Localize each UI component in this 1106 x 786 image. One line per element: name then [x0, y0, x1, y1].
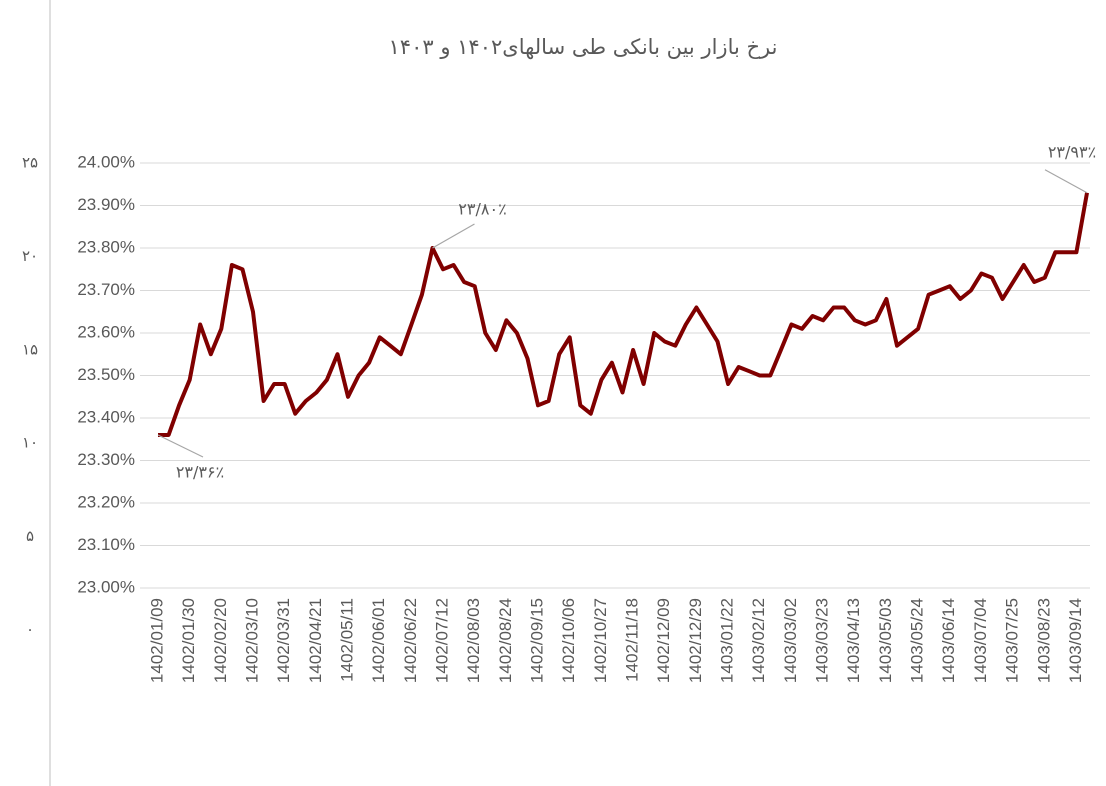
- x-tick-label: 1403/01/22: [718, 598, 737, 683]
- leader-line: [1044, 169, 1088, 194]
- y-tick-label: 23.60%: [77, 322, 135, 341]
- y-tick-label: 23.00%: [77, 577, 135, 596]
- y-tick-label: 24.00%: [77, 152, 135, 171]
- data-line: [158, 192, 1089, 437]
- y-tick-label: 23.70%: [77, 280, 135, 299]
- x-tick-label: 1403/09/14: [1066, 598, 1085, 683]
- x-tick-label: 1402/04/21: [306, 598, 325, 683]
- x-tick-label: 1402/08/24: [496, 598, 515, 683]
- y-tick-label: 23.80%: [77, 237, 135, 256]
- x-tick-label: 1402/05/11: [338, 598, 357, 682]
- y2-tick-label: ۲۰: [22, 247, 38, 265]
- x-tick-label: 1403/03/02: [781, 598, 800, 683]
- x-tick-label: 1402/07/12: [433, 598, 452, 683]
- y-tick-label: 23.50%: [77, 365, 135, 384]
- data-label: ۲۳/۳۶٪: [176, 463, 224, 482]
- data-label: ۲۳/۹۳٪: [1048, 142, 1096, 161]
- x-tick-label: 1403/07/04: [971, 598, 990, 683]
- leader-line: [432, 223, 475, 249]
- x-tick-label: 1402/12/29: [686, 598, 705, 683]
- chart-title: نرخ بازار بین بانکی طی سالهای۱۴۰۲ و ۱۴۰۳: [389, 35, 778, 59]
- data-label: ۲۳/۸۰٪: [458, 200, 506, 219]
- x-tick-label: 1403/03/23: [813, 598, 832, 683]
- x-tick-label: 1403/05/24: [908, 598, 927, 683]
- x-tick-label: 1402/03/10: [242, 598, 261, 683]
- y2-tick-label: ۲۵: [22, 154, 38, 172]
- x-tick-label: 1402/06/22: [401, 598, 420, 683]
- leader-line: [157, 434, 204, 458]
- x-tick-label: 1403/05/03: [876, 598, 895, 683]
- x-tick-label: 1402/03/31: [274, 598, 293, 683]
- x-tick-label: 1402/11/18: [623, 598, 642, 682]
- x-tick-label: 1403/02/12: [749, 598, 768, 683]
- y-tick-label: 23.10%: [77, 535, 135, 554]
- y2-tick-label: ۱۰: [22, 434, 38, 452]
- x-tick-label: 1402/10/27: [591, 598, 610, 683]
- x-tick-label: 1403/08/23: [1034, 598, 1053, 683]
- x-tick-label: 1402/12/09: [654, 598, 673, 683]
- x-tick-label: 1402/10/06: [559, 598, 578, 683]
- x-tick-label: 1403/04/13: [844, 598, 863, 683]
- x-tick-label: 1402/08/03: [464, 598, 483, 683]
- x-tick-label: 1402/06/01: [369, 598, 388, 683]
- y-tick-label: 23.30%: [77, 450, 135, 469]
- x-tick-label: 1402/02/20: [211, 598, 230, 683]
- y2-tick-label: ۵: [26, 527, 34, 545]
- x-tick-label: 1403/06/14: [939, 598, 958, 683]
- y-tick-label: 23.40%: [77, 407, 135, 426]
- y-tick-label: 23.20%: [77, 492, 135, 511]
- y2-tick-label: ۱۵: [22, 340, 38, 358]
- x-tick-label: 1403/07/25: [1003, 598, 1022, 683]
- x-tick-label: 1402/01/30: [179, 598, 198, 683]
- x-tick-label: 1402/01/09: [147, 598, 166, 683]
- y-tick-label: 23.90%: [77, 195, 135, 214]
- y2-tick-label: ۰: [26, 621, 34, 639]
- x-tick-label: 1402/09/15: [528, 598, 547, 683]
